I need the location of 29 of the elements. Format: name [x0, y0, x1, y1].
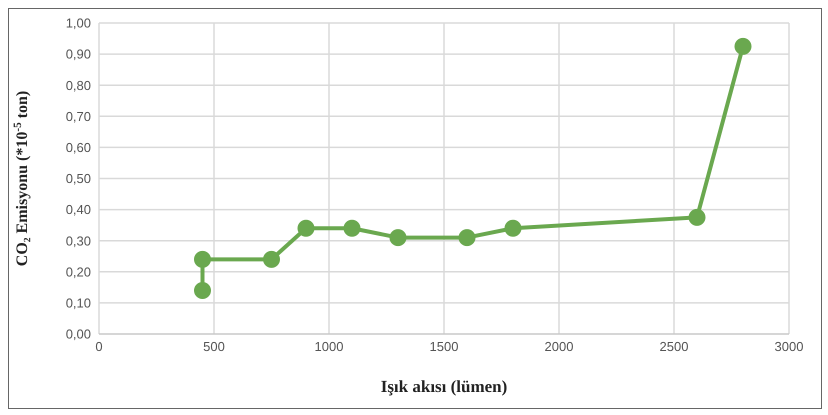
point	[298, 220, 314, 237]
y-tick-label: 0,60	[66, 140, 91, 156]
y-tick-label: 0,30	[66, 233, 91, 248]
x-axis-title: Işık akısı (lümen)	[380, 377, 508, 396]
x-tick-label: 2500	[660, 339, 688, 354]
point	[504, 220, 522, 237]
point	[734, 38, 752, 55]
x-tick-label: 1000	[314, 339, 344, 354]
y-tick-label: 0,40	[66, 202, 91, 218]
point	[390, 229, 406, 246]
point	[688, 208, 706, 226]
x-tick-label: 3000	[774, 339, 804, 354]
y-tick-label: 0,00	[66, 326, 91, 342]
y-tick-label: 0,90	[66, 46, 91, 62]
y-tick-label: 0,20	[66, 264, 91, 280]
point	[344, 220, 360, 237]
x-tick-label: 1500	[430, 339, 458, 354]
point	[194, 250, 211, 268]
y-tick-label: 0,70	[66, 108, 91, 124]
y-tick-label: 0,50	[66, 171, 91, 186]
point	[194, 282, 211, 299]
point	[263, 250, 280, 268]
y-tick-label: 0,10	[66, 296, 91, 311]
y-tick-label: 1,00	[66, 16, 91, 31]
x-tick-label: 2000	[544, 339, 574, 354]
y-tick-label: 0,80	[66, 78, 91, 93]
x-tick-label: 0	[95, 339, 103, 354]
point	[458, 229, 476, 246]
x-tick-label: 500	[203, 339, 225, 354]
